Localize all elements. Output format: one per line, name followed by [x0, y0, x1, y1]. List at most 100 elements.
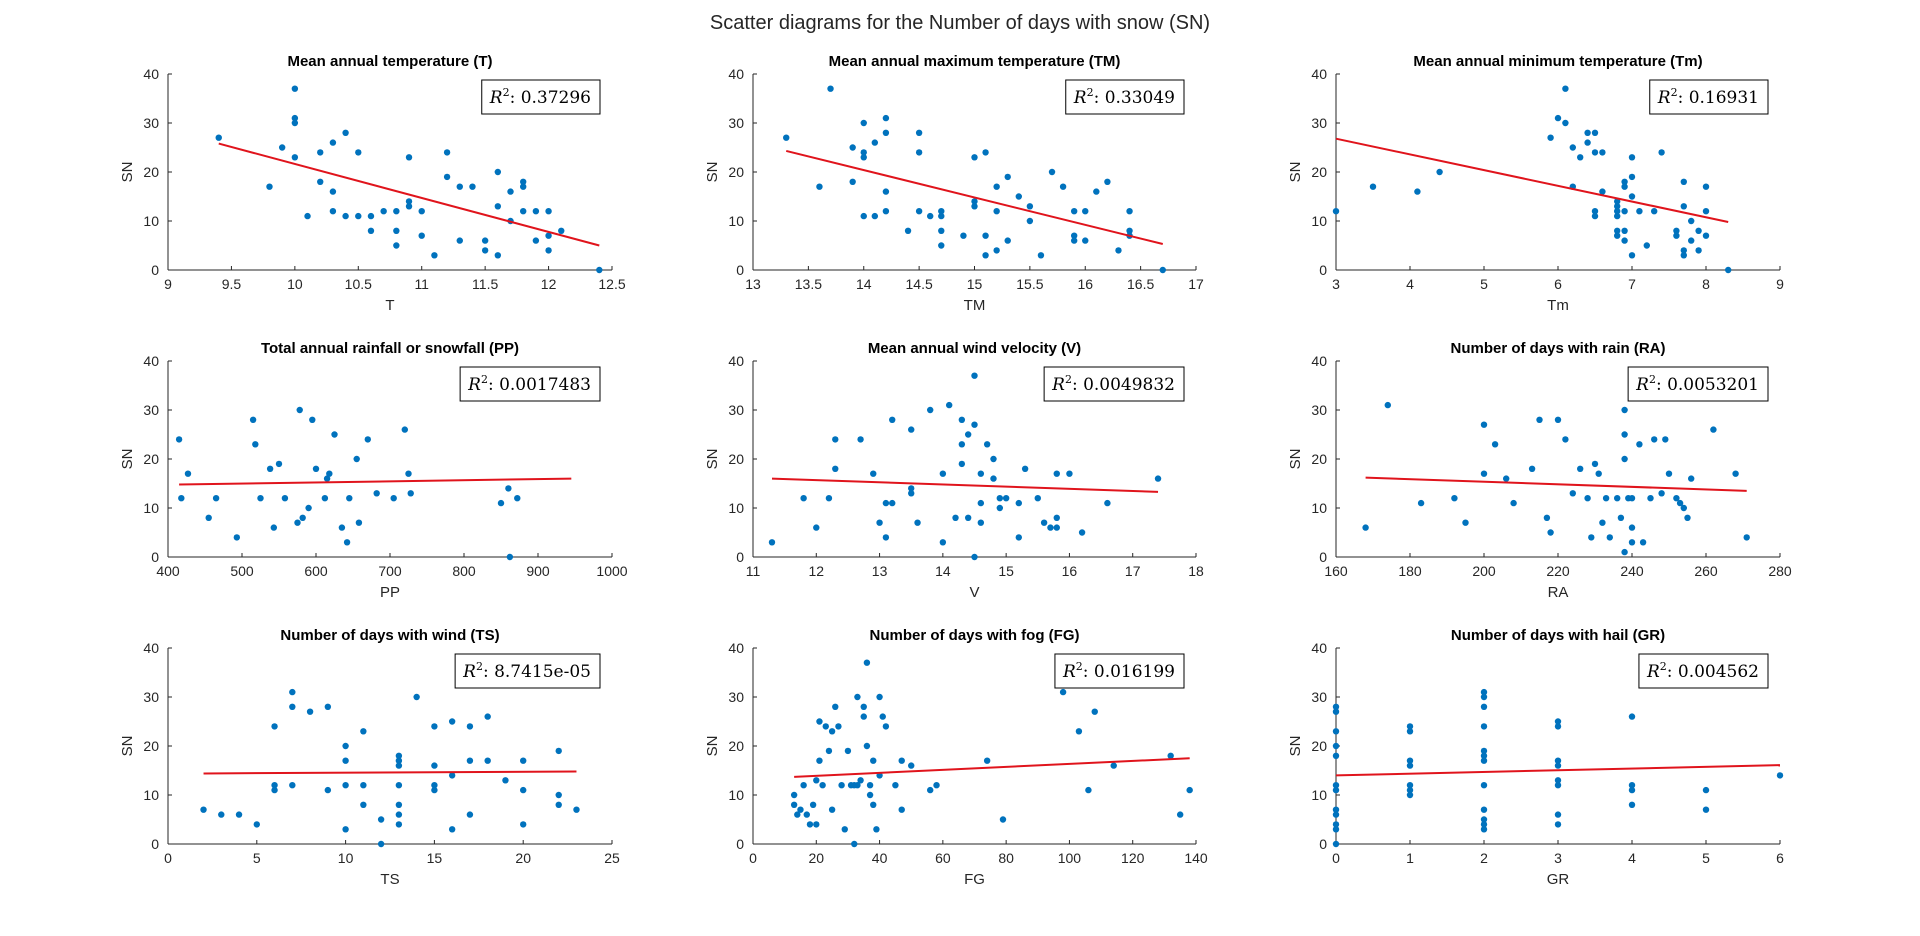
x-tick-label: 260: [1694, 563, 1718, 579]
y-axis-label: SN: [704, 162, 721, 183]
data-point: [1332, 728, 1340, 735]
data-point: [939, 539, 947, 546]
x-tick-label: 200: [1472, 563, 1496, 579]
data-point: [443, 149, 451, 156]
y-axis-label: SN: [1287, 162, 1304, 183]
data-point: [1732, 470, 1739, 477]
data-point: [1702, 232, 1710, 239]
x-tick-label: 700: [378, 563, 402, 579]
data-point: [1562, 119, 1569, 127]
data-point: [816, 757, 823, 764]
data-point: [393, 227, 400, 234]
data-point: [1569, 144, 1577, 151]
data-point: [1332, 840, 1340, 848]
data-point: [1621, 455, 1628, 463]
data-point: [1406, 757, 1414, 764]
data-point: [469, 183, 476, 190]
y-tick-label: 40: [143, 640, 159, 656]
x-axis-label: RA: [1548, 584, 1569, 601]
x-tick-label: 15.5: [1016, 276, 1043, 292]
r2-legend: R2: 0.16931: [1649, 79, 1769, 115]
data-point: [908, 490, 915, 497]
data-point: [418, 232, 425, 239]
data-point: [1554, 718, 1562, 725]
data-point: [1554, 821, 1562, 828]
data-point: [494, 168, 502, 176]
data-point: [1110, 762, 1117, 769]
y-tick-label: 30: [143, 115, 159, 131]
data-point: [860, 149, 867, 156]
data-point: [291, 119, 299, 127]
x-tick-label: 20: [515, 850, 531, 866]
data-point: [299, 514, 306, 521]
x-tick-label: 220: [1546, 563, 1570, 579]
data-point: [324, 703, 332, 710]
data-point: [289, 688, 296, 696]
data-point: [1015, 193, 1022, 200]
data-point: [816, 183, 823, 190]
data-point: [914, 519, 921, 526]
y-tick-label: 0: [151, 836, 159, 852]
data-point: [1332, 806, 1340, 813]
x-tick-label: 14: [935, 563, 951, 579]
data-point: [505, 485, 512, 492]
data-point: [825, 495, 833, 502]
data-point: [431, 723, 438, 730]
data-point: [1021, 465, 1029, 472]
data-point: [1702, 786, 1710, 794]
data-point: [1591, 208, 1599, 215]
data-point: [1154, 475, 1162, 482]
data-point: [971, 203, 978, 210]
data-point: [1082, 208, 1089, 215]
data-point: [1665, 470, 1673, 477]
data-point: [879, 713, 886, 720]
data-point: [870, 801, 877, 808]
y-tick-label: 20: [143, 164, 159, 180]
y-tick-label: 10: [1311, 213, 1327, 229]
data-point: [849, 144, 856, 151]
y-tick-label: 10: [728, 787, 744, 803]
data-point: [1078, 529, 1086, 536]
data-point: [1040, 519, 1048, 526]
y-axis-label: SN: [119, 736, 136, 757]
data-point: [1480, 782, 1488, 789]
x-tick-label: 13: [745, 276, 761, 292]
data-point: [407, 490, 414, 497]
data-point: [1673, 232, 1680, 239]
x-tick-label: 3: [1554, 850, 1562, 866]
data-point: [401, 426, 408, 433]
data-point: [1617, 514, 1625, 521]
data-point: [275, 460, 283, 468]
data-point: [289, 782, 296, 789]
data-point: [1606, 534, 1614, 541]
data-point: [1026, 217, 1034, 225]
x-tick-label: 500: [230, 563, 254, 579]
x-axis-label: TS: [380, 871, 399, 888]
data-point: [484, 757, 491, 764]
scatter-panel-2: 13 13.5 14 14.5 15 15.5 16 16.5 17 0 10 20 30 40 TM SN M…: [704, 53, 1204, 314]
data-point: [1547, 529, 1554, 536]
data-point: [342, 129, 349, 136]
data-point: [849, 178, 856, 185]
data-point: [418, 208, 425, 215]
data-point: [1186, 786, 1193, 794]
data-point: [1621, 183, 1628, 190]
data-point: [982, 252, 989, 259]
r2-value: R2: 0.37296: [489, 86, 591, 108]
data-point: [1621, 227, 1628, 234]
data-point: [993, 247, 1000, 254]
data-point: [233, 534, 241, 541]
data-point: [342, 742, 349, 750]
data-point: [908, 426, 915, 433]
x-tick-label: 140: [1184, 850, 1208, 866]
x-tick-label: 12: [808, 563, 824, 579]
data-point: [296, 406, 303, 414]
x-axis-label: Tm: [1547, 297, 1569, 314]
data-point: [809, 801, 817, 808]
data-point: [393, 208, 400, 215]
data-point: [1332, 708, 1340, 715]
data-point: [321, 495, 329, 502]
r2-value: R2: 0.16931: [1657, 86, 1759, 108]
data-point: [367, 227, 375, 234]
y-axis-label: SN: [119, 162, 136, 183]
